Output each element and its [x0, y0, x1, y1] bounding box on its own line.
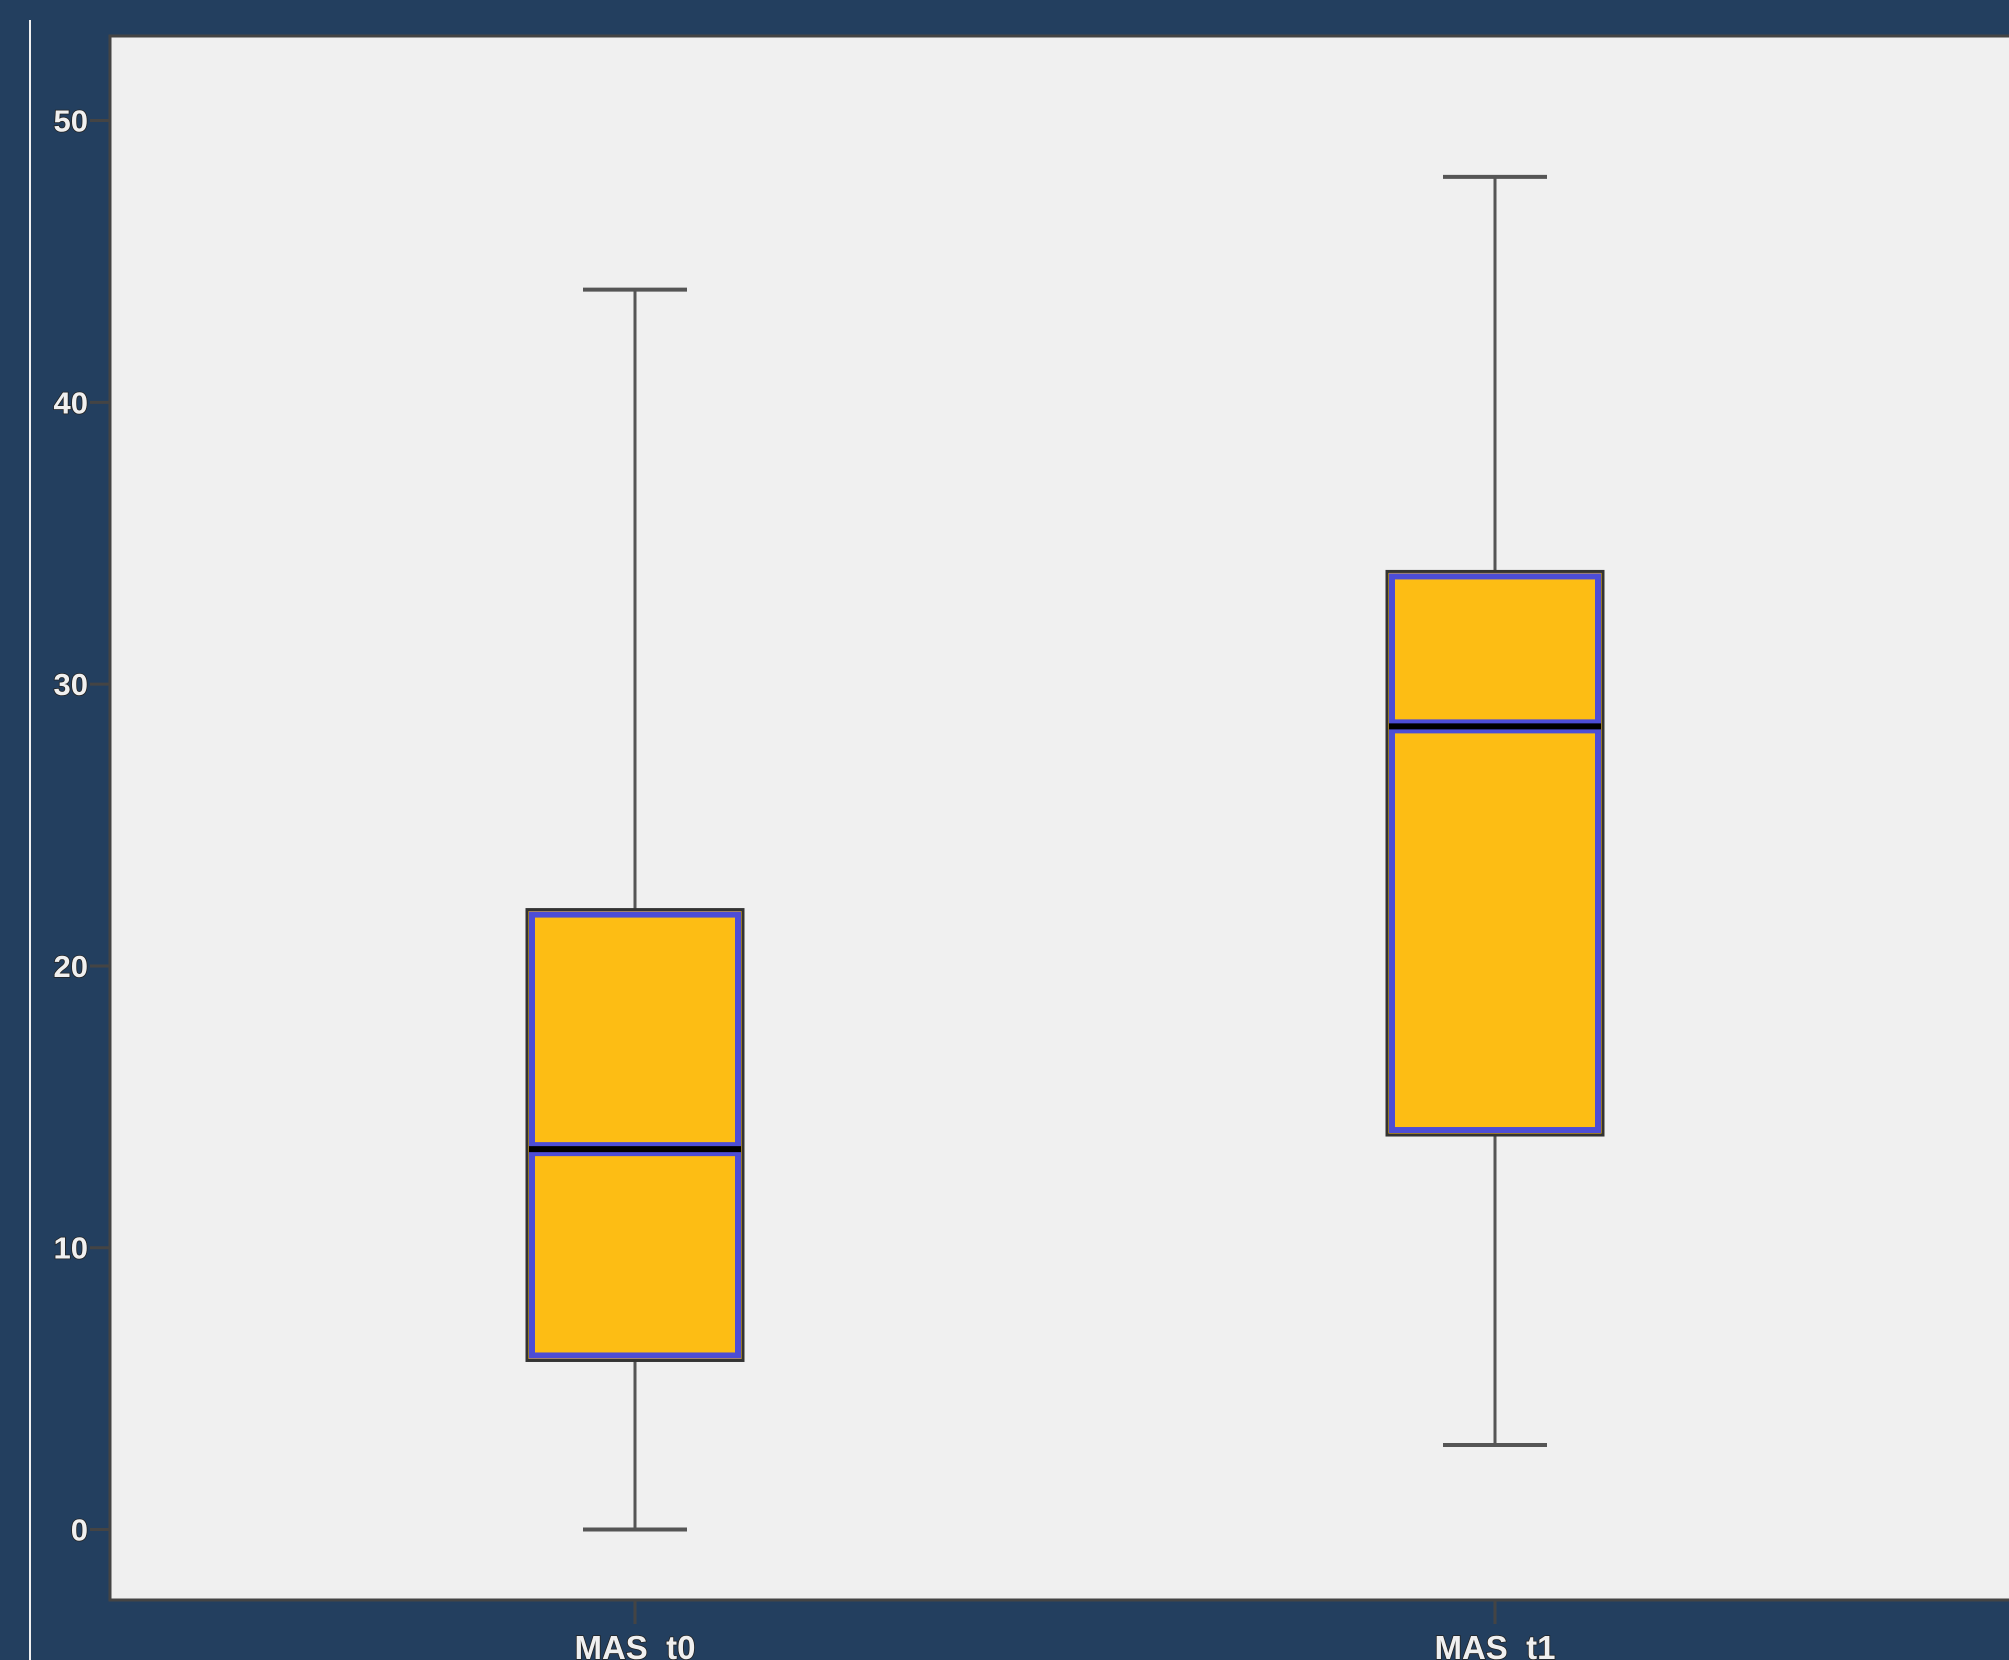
- y-tick-label: 50: [54, 104, 88, 139]
- box-MAS_t0: [525, 287, 745, 1532]
- plot-area: [108, 34, 2009, 1602]
- y-tick-label: 0: [71, 1513, 88, 1548]
- y-tick-label: 10: [54, 1231, 88, 1266]
- x-axis: MAS_t0 MAS_t1: [574, 1600, 1556, 1660]
- box-outline: [525, 908, 745, 1362]
- box-outline: [1385, 569, 1605, 1137]
- box-MAS_t1: [1385, 174, 1605, 1448]
- y-tick-label: 40: [54, 385, 88, 420]
- y-tick-label: 20: [54, 949, 88, 984]
- y-tick-label: 30: [54, 667, 88, 702]
- x-category-label: MAS_t1: [1434, 1629, 1555, 1660]
- x-category-label: MAS_t0: [574, 1629, 695, 1660]
- box-body: [529, 911, 741, 1359]
- box-group: [525, 174, 1605, 1532]
- y-axis: 0 10 20 30 40 50: [53, 103, 110, 1548]
- box-body: [1389, 573, 1601, 1134]
